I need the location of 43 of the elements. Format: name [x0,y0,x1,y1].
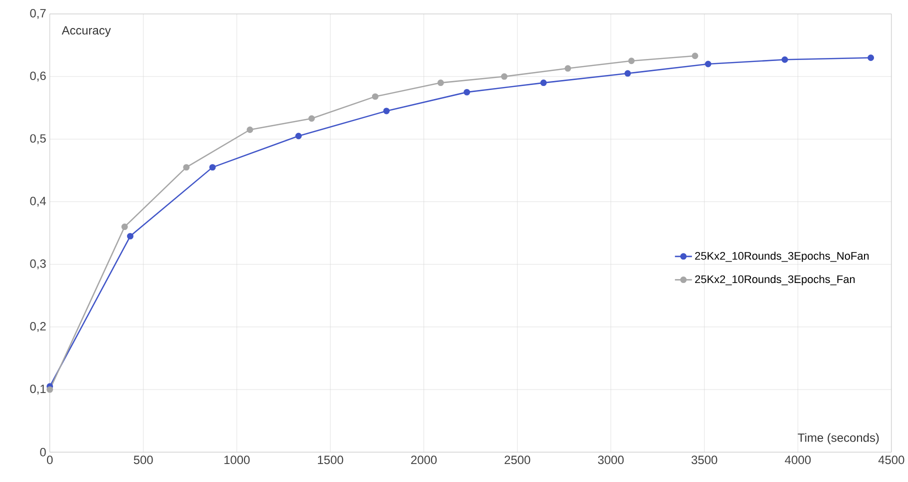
point [501,73,508,80]
point [295,132,302,140]
x-tick-label: 3000 [598,456,624,464]
point [126,232,134,240]
x-tick-label: 2500 [504,456,530,464]
point [121,224,128,230]
point [46,386,54,393]
y-tick-label: 0,2 [30,322,46,332]
y-axis-title: Accuracy [62,26,111,37]
point [704,60,712,68]
x-axis-title: Time (seconds) [798,433,879,444]
y-tick-label: 0,4 [30,196,46,207]
x-tick-label: 1500 [318,456,344,464]
x-tick-label: 3500 [692,456,718,464]
y-tick-label: 0,6 [30,72,46,82]
y-tick-label: 0,1 [30,384,46,394]
y-tick-label: 0,3 [30,259,46,270]
point [383,108,390,114]
point [782,56,788,63]
point [372,93,378,100]
x-tick-label: 1000 [224,456,250,464]
point [437,80,444,86]
y-tick-label: 0,7 [30,8,46,19]
point [540,80,547,86]
point [464,88,470,96]
point [308,115,315,122]
x-tick-label: 0 [46,456,53,464]
legend-label: 25Kx2_10Rounds_3Epochs_Fan [695,275,855,286]
x-tick-label: 2000 [411,456,437,464]
point [209,164,216,171]
legend-label: 25Kx2_10Rounds_3Epochs_NoFan [695,252,869,262]
x-tick-label: 4000 [784,456,811,464]
y-tick-label: 0,5 [30,134,46,144]
x-tick-label: 500 [134,456,153,464]
point [692,52,698,60]
point [246,126,254,133]
y-tick-label: 0 [40,448,46,456]
point [868,54,874,61]
point [624,70,631,77]
point [628,58,635,64]
point [183,164,190,171]
point [564,65,572,72]
x-tick-label: 4500 [878,456,904,464]
